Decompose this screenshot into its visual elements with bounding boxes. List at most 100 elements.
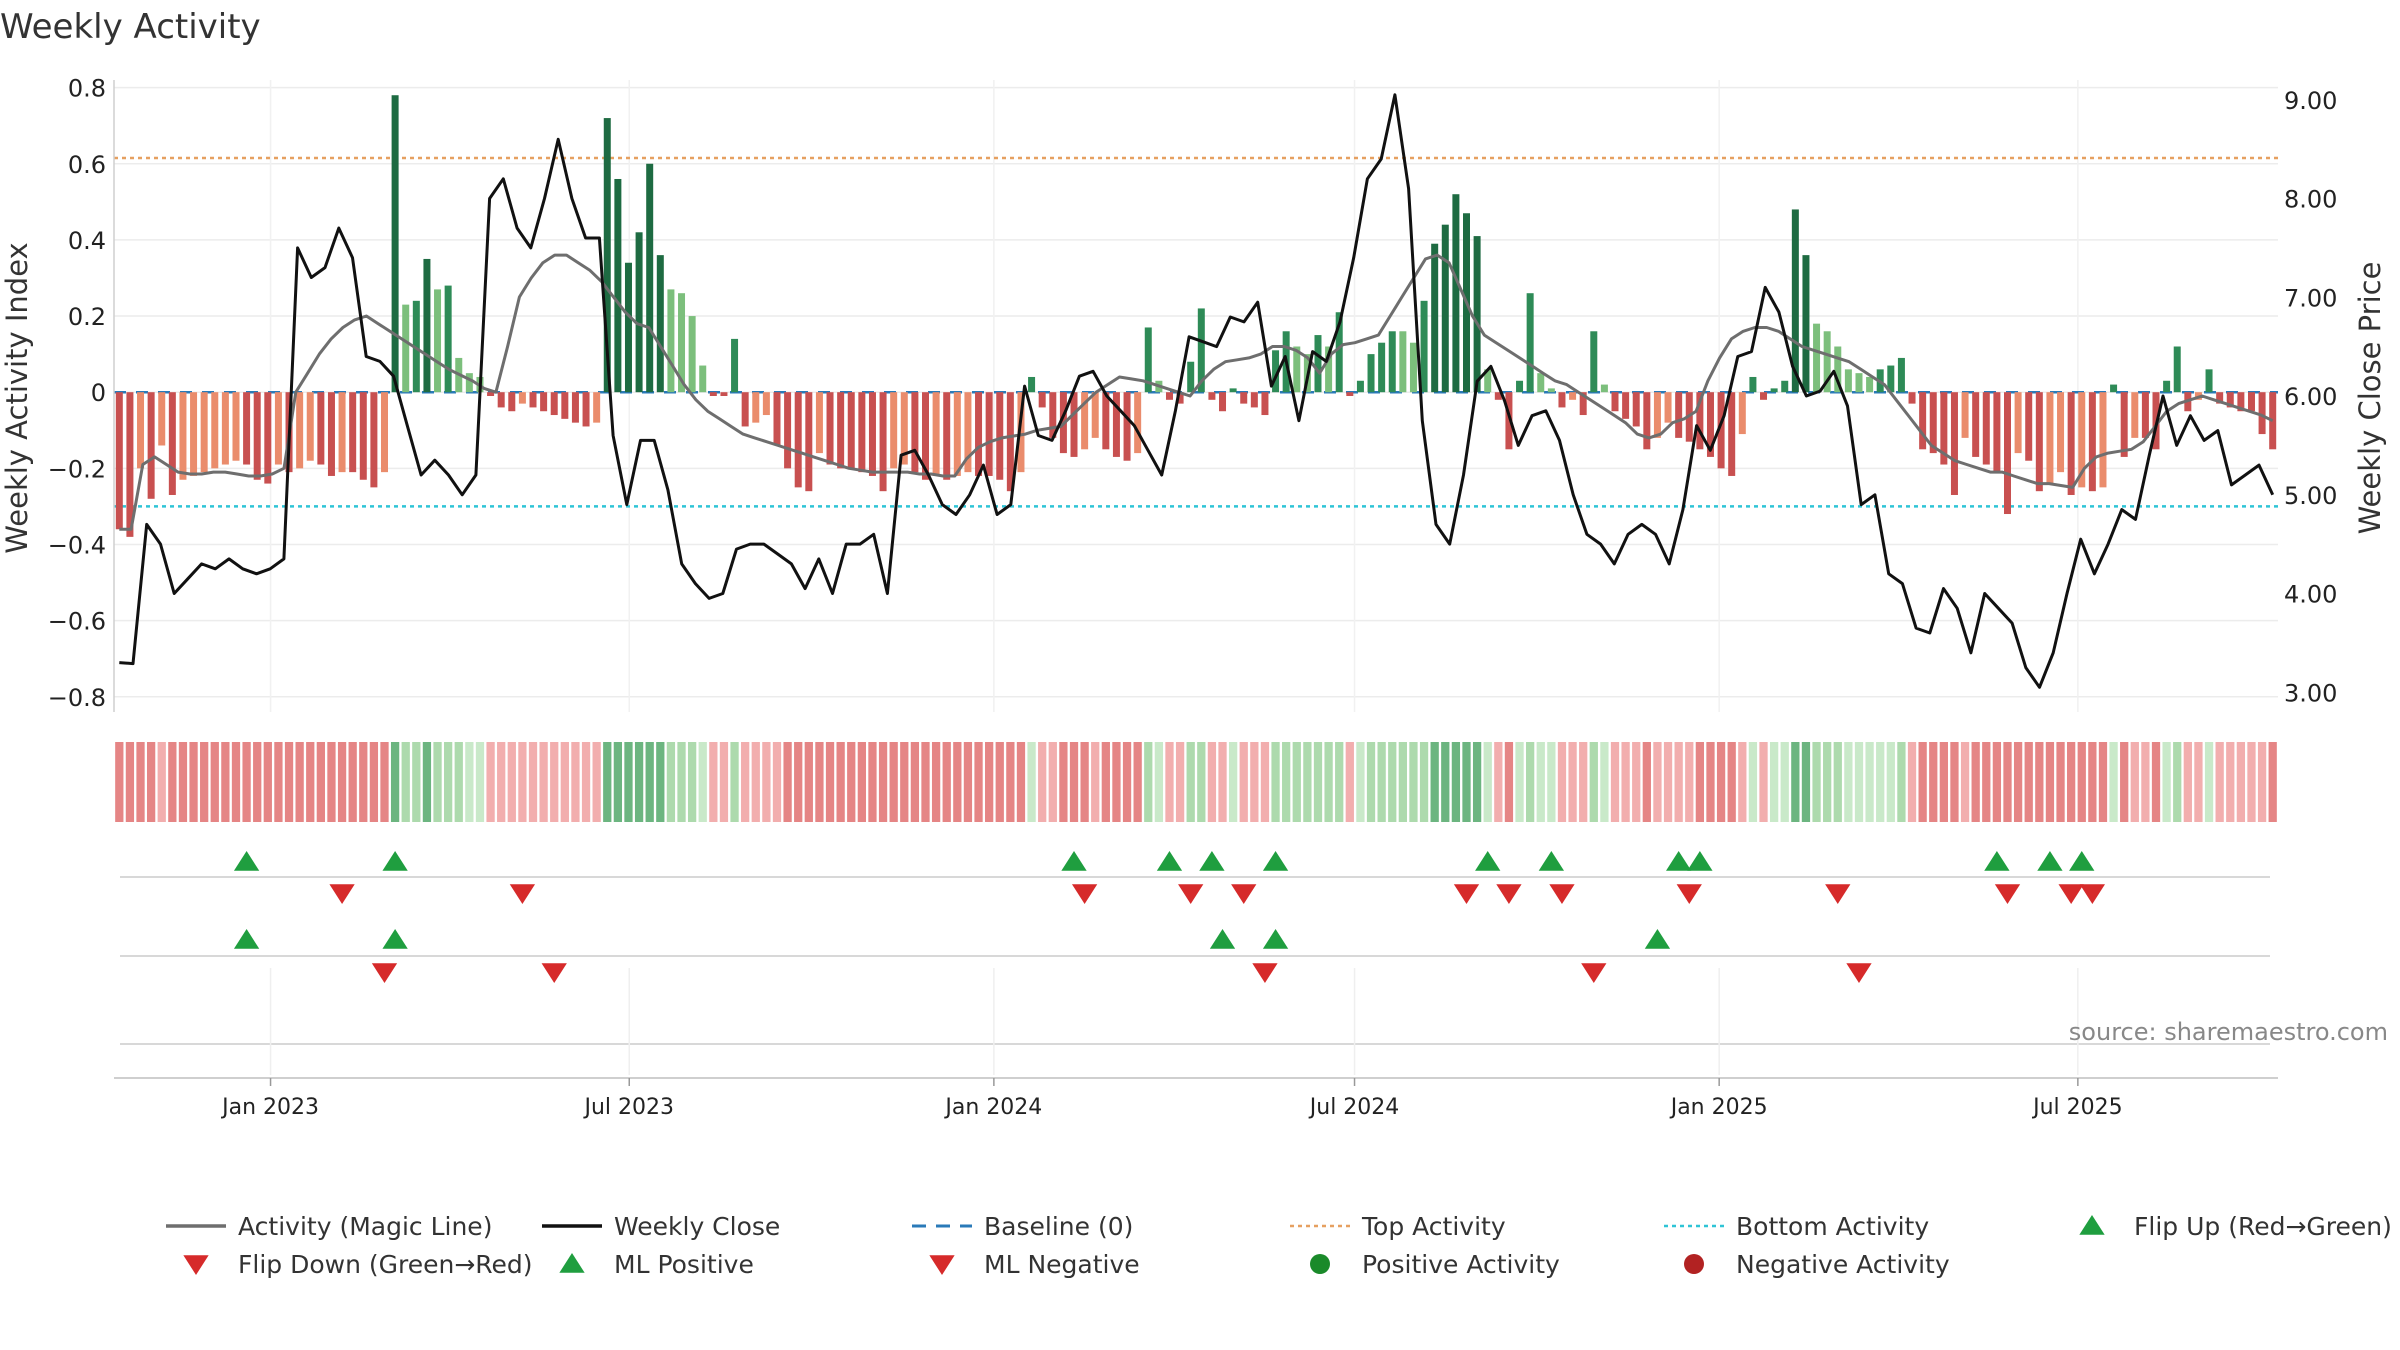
activity-bar: [953, 392, 961, 476]
activity-bar: [1431, 243, 1439, 393]
heat-strip-cell: [1048, 742, 1057, 822]
heat-strip-cell: [1685, 742, 1694, 822]
heat-strip-cell: [751, 742, 760, 822]
heat-strip-cell: [497, 742, 506, 822]
legend-label: Bottom Activity: [1736, 1212, 1929, 1241]
heat-strip-cell: [433, 742, 442, 822]
heat-strip-cell: [857, 742, 866, 822]
heat-strip-cell: [1759, 742, 1768, 822]
activity-bar: [1866, 376, 1874, 393]
activity-bar: [921, 392, 930, 480]
flip-down-marker: [1071, 884, 1098, 904]
activity-bar: [1844, 369, 1852, 393]
heat-strip-cell: [2257, 742, 2267, 822]
heat-strip-cell: [221, 742, 230, 822]
activity-bar: [614, 178, 622, 393]
legend-label: Baseline (0): [984, 1212, 1133, 1241]
activity-bar: [1781, 380, 1789, 393]
activity-bar: [2057, 392, 2065, 473]
heat-strip-cell: [168, 742, 177, 822]
heat-strip-cell: [2003, 742, 2012, 822]
activity-bar: [1134, 392, 1142, 454]
y-tick-label: 0.2: [68, 303, 106, 331]
heat-strip-cell: [157, 742, 166, 822]
heat-strip-cell: [889, 742, 898, 822]
activity-bar: [2014, 392, 2022, 454]
activity-bar: [1961, 392, 1969, 438]
activity-bar: [497, 392, 505, 408]
heat-strip-cell: [1876, 742, 1885, 822]
x-tick-label: Jan 2024: [943, 1095, 1042, 1120]
y2-tick-label: 4.00: [2284, 581, 2337, 609]
heat-strip-cell: [1398, 742, 1407, 822]
activity-bar: [858, 392, 866, 473]
heat-strip-cell: [1632, 742, 1641, 822]
heat-strip-cell: [900, 742, 909, 822]
activity-bar: [200, 392, 208, 473]
activity-bar: [603, 118, 611, 393]
activity-bar: [943, 392, 951, 480]
ml-negative-marker: [1846, 963, 1872, 983]
heat-strip-cell: [1504, 742, 1514, 822]
activity-bar: [2110, 384, 2118, 393]
activity-bar: [1929, 392, 1937, 454]
heat-strip-cell: [136, 742, 145, 822]
activity-bar: [296, 392, 304, 469]
activity-bar: [1590, 331, 1598, 393]
activity-bar: [1197, 308, 1205, 393]
activity-bar: [1558, 392, 1566, 408]
heat-strip-cell: [1462, 742, 1471, 822]
heat-strip-cell: [1345, 742, 1354, 822]
activity-bar: [900, 392, 908, 465]
activity-bar: [1314, 335, 1322, 393]
heat-strip-cell: [2215, 742, 2224, 822]
activity-bar: [1070, 392, 1078, 457]
heat-strip-cell: [1356, 742, 1365, 822]
legend-label: Positive Activity: [1362, 1250, 1560, 1279]
activity-bar: [1600, 384, 1608, 393]
heat-strip-cell: [613, 742, 623, 822]
legend-item: Bottom Activity: [1664, 1212, 1929, 1241]
activity-bar: [2035, 392, 2043, 492]
activity-bar: [879, 392, 887, 492]
heat-strip-cell: [1313, 742, 1323, 822]
activity-bar: [2046, 392, 2054, 484]
heat-strip-cell: [242, 742, 251, 822]
flip-markers: [120, 851, 2270, 904]
activity-bar: [2003, 392, 2012, 515]
heat-strip-cell: [2130, 742, 2139, 822]
heat-strip-cell: [475, 742, 485, 822]
activity-bar: [1537, 373, 1545, 393]
heat-strip-cell: [2141, 742, 2150, 822]
activity-bar: [1229, 388, 1237, 393]
heat-strip-cell: [995, 742, 1004, 822]
heat-strip-cell: [645, 742, 654, 822]
heat-strip-cell: [465, 742, 474, 822]
legend-swatch: [1684, 1254, 1704, 1274]
activity-bar: [2131, 392, 2139, 438]
activity-bar: [1420, 300, 1428, 393]
activity-bar: [2205, 369, 2213, 393]
heat-strip-cell: [1579, 742, 1588, 822]
heat-strip-cell: [1366, 742, 1376, 822]
activity-bar: [1993, 392, 2001, 473]
activity-bar: [794, 392, 802, 488]
heat-strip-cell: [507, 742, 516, 822]
heat-strip-cell: [1292, 742, 1301, 822]
heat-strip-cell: [1228, 742, 1238, 822]
heat-strip-cell: [804, 742, 813, 822]
heat-strip-cell: [1907, 742, 1917, 822]
activity-bar: [805, 392, 813, 492]
heat-strip-cell: [1823, 742, 1832, 822]
activity-bar: [2078, 392, 2086, 488]
legend-item: ML Negative: [929, 1250, 1140, 1279]
heat-strip-cell: [1186, 742, 1195, 822]
activity-bar: [1728, 392, 1736, 476]
legend-label: Weekly Close: [614, 1212, 780, 1241]
heat-strip-cell: [200, 742, 209, 822]
legend-label: Flip Down (Green→Red): [238, 1250, 533, 1279]
heat-strip-cell: [2120, 742, 2129, 822]
activity-bar: [1547, 388, 1555, 393]
heat-strip-cell: [518, 742, 527, 822]
heat-strip-cell: [953, 742, 962, 822]
